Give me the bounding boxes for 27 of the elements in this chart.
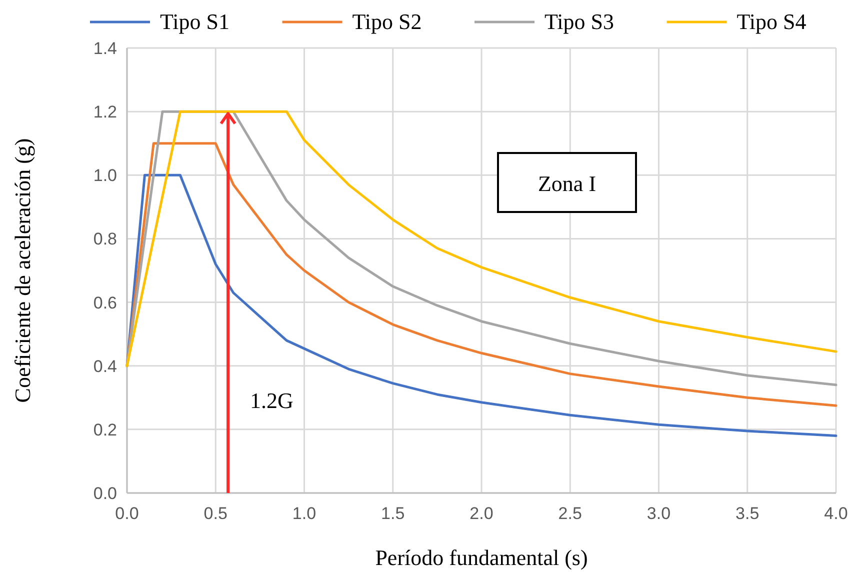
y-tick-label: 0.0 xyxy=(93,484,117,503)
y-axis-title: Coeficiente de aceleración (g) xyxy=(10,138,35,403)
y-tick-label: 1.0 xyxy=(93,166,117,186)
y-tick-label: 0.2 xyxy=(93,420,117,440)
x-tick-label: 4.0 xyxy=(824,504,848,523)
y-tick-label: 0.6 xyxy=(93,293,117,312)
x-tick-label: 3.0 xyxy=(646,504,671,523)
x-tick-label: 2.5 xyxy=(558,504,582,523)
legend-label: Tipo S1 xyxy=(160,9,230,34)
x-tick-label: 1.5 xyxy=(381,504,405,523)
x-tick-label: 1.0 xyxy=(292,504,316,523)
x-tick-label: 2.0 xyxy=(470,504,494,523)
annotation: Zona I xyxy=(538,171,596,196)
ref-line-label: 1.2G xyxy=(250,388,294,413)
y-tick-label: 0.8 xyxy=(93,230,117,249)
line-series xyxy=(126,142,838,407)
y-tick-label: 1.4 xyxy=(93,39,117,58)
legend-label: Tipo S3 xyxy=(544,9,614,34)
x-tick-label: 3.5 xyxy=(736,504,760,523)
legend-label: Tipo S4 xyxy=(736,9,806,34)
legend-label: Tipo S2 xyxy=(352,9,422,34)
line-series xyxy=(126,174,838,438)
x-tick-label: 0.5 xyxy=(204,504,228,523)
x-axis-title: Período fundamental (s) xyxy=(375,545,588,570)
y-tick-label: 1.2 xyxy=(93,102,117,122)
x-tick-label: 0.0 xyxy=(115,504,139,523)
y-tick-label: 0.4 xyxy=(93,356,117,376)
